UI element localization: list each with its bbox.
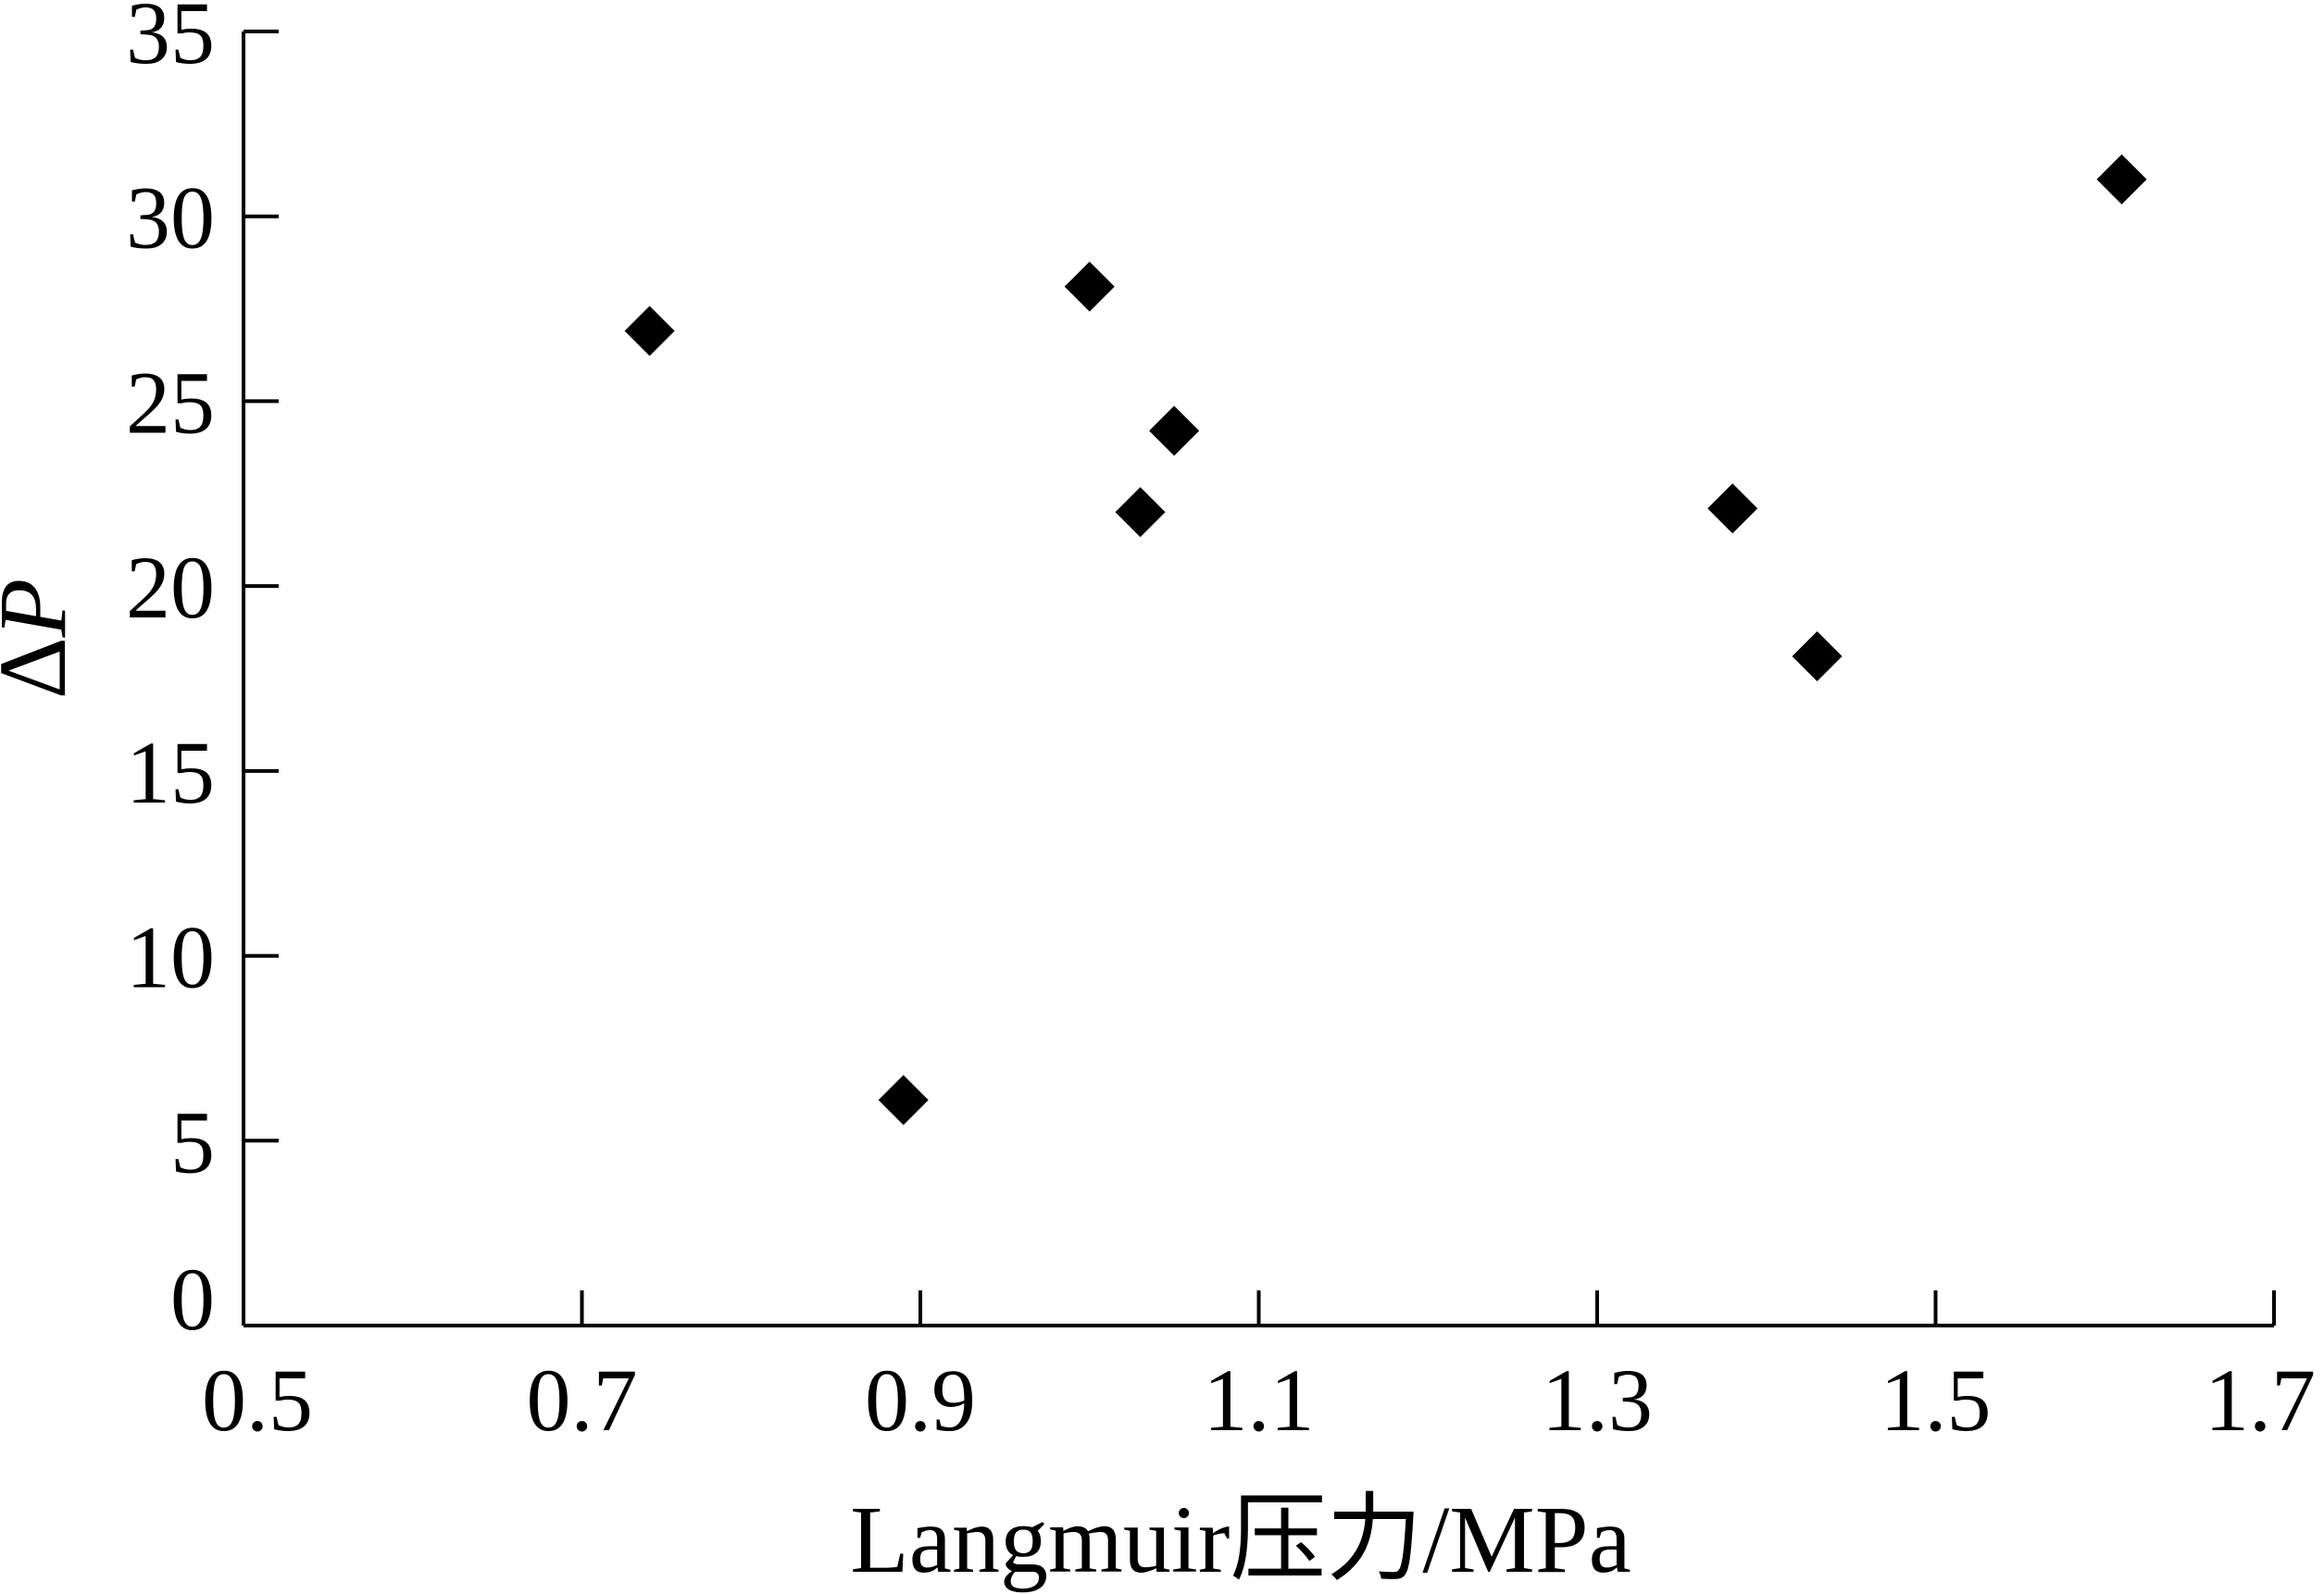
y-tick-label: 20 — [126, 538, 215, 637]
y-tick-label: 10 — [126, 908, 215, 1007]
y-ticks: 0 5 10 15 20 25 30 35 — [126, 0, 279, 1349]
y-axis-label: ΔP — [0, 579, 86, 699]
y-tick-label: 30 — [126, 168, 215, 268]
x-tick-label: 1.7 — [2205, 1351, 2316, 1450]
data-point — [624, 305, 675, 356]
data-point — [878, 1075, 929, 1126]
y-tick-label: 35 — [126, 0, 215, 82]
y-tick-label: 15 — [126, 723, 215, 822]
data-point — [2096, 154, 2147, 205]
x-tick-label: 1.3 — [1542, 1351, 1653, 1450]
x-tick-label: 0.9 — [865, 1351, 976, 1450]
x-tick-label: 0.7 — [527, 1351, 638, 1450]
y-tick-label: 5 — [170, 1092, 215, 1191]
data-points — [624, 154, 2147, 1126]
y-tick-label: 25 — [126, 353, 215, 452]
x-tick-label: 1.5 — [1880, 1351, 1992, 1450]
axes — [242, 31, 2274, 1327]
x-axis-label: Langmuir压力/MPa — [850, 1487, 1631, 1593]
data-point — [1792, 631, 1843, 682]
x-tick-label: 1.1 — [1204, 1351, 1315, 1450]
y-axis-label-variable: P — [0, 579, 86, 639]
data-point — [1115, 487, 1166, 538]
x-tick-label: 0.5 — [202, 1351, 313, 1450]
x-ticks: 0.5 0.7 0.9 1.1 1.3 1.5 1.7 — [202, 1290, 2316, 1450]
data-point — [1149, 405, 1200, 456]
data-point — [1707, 483, 1758, 534]
data-point — [1064, 261, 1115, 312]
y-tick-label: 0 — [170, 1250, 215, 1349]
y-axis-label-prefix: Δ — [0, 637, 86, 699]
